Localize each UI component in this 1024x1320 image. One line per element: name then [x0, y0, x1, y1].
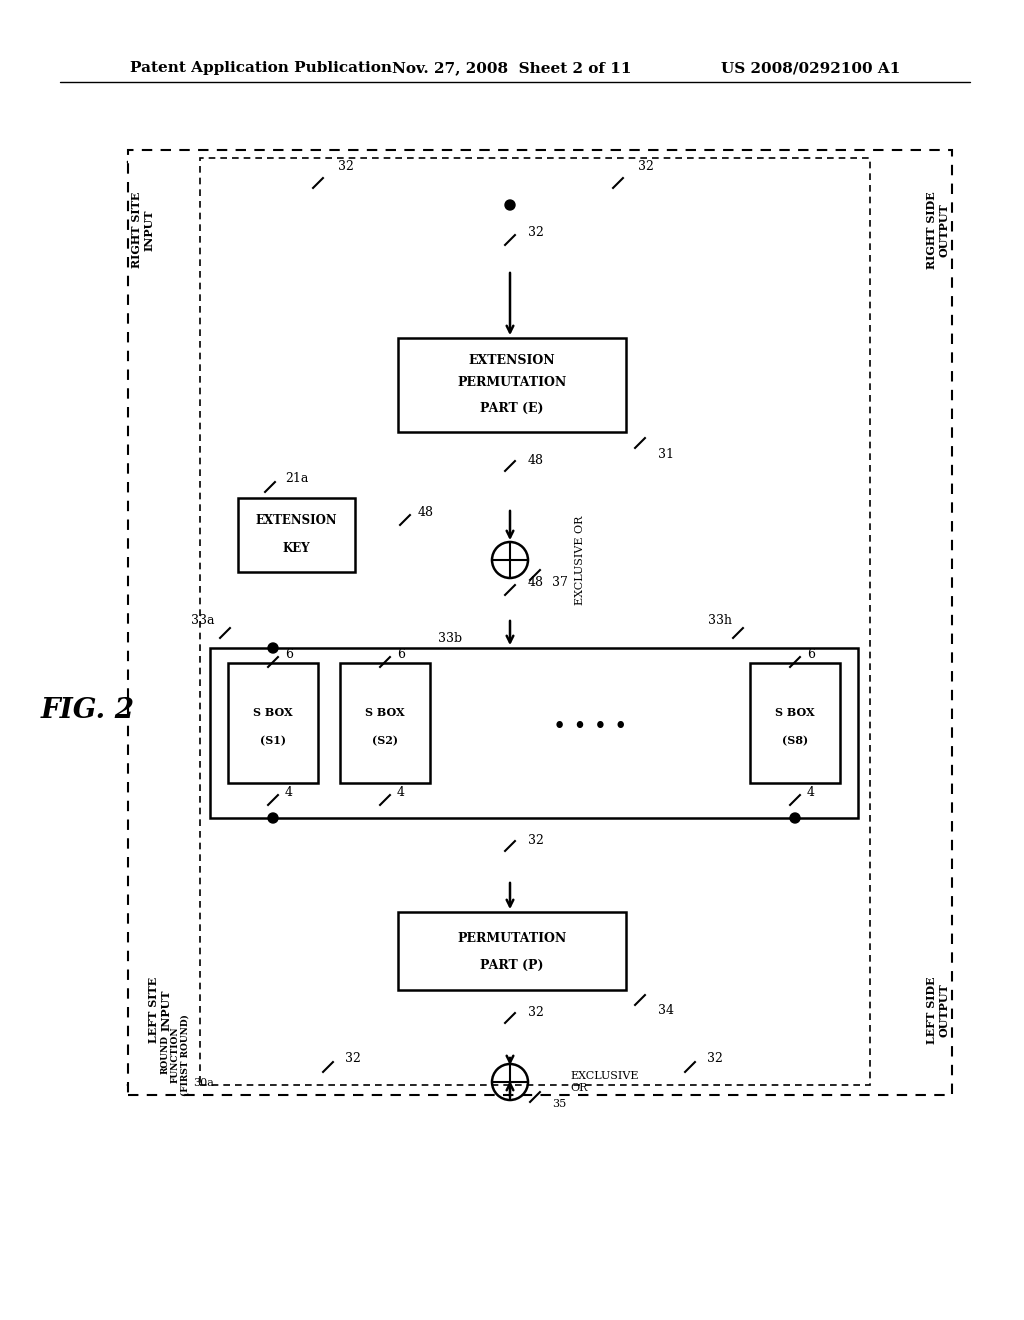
Text: LEFT SIDE
OUTPUT: LEFT SIDE OUTPUT: [926, 977, 950, 1044]
Text: 37: 37: [552, 576, 568, 589]
Text: Nov. 27, 2008  Sheet 2 of 11: Nov. 27, 2008 Sheet 2 of 11: [392, 61, 632, 75]
Text: PART (P): PART (P): [480, 958, 544, 972]
Text: 31: 31: [658, 449, 674, 462]
Text: FIG. 2: FIG. 2: [41, 697, 135, 723]
Text: 21a: 21a: [285, 471, 308, 484]
Text: EXTENSION: EXTENSION: [255, 513, 337, 527]
Text: PART (E): PART (E): [480, 401, 544, 414]
Text: 35: 35: [552, 1100, 566, 1109]
Text: 32: 32: [528, 227, 544, 239]
Text: 32: 32: [338, 161, 354, 173]
Text: 6: 6: [807, 648, 815, 661]
Text: 48: 48: [528, 454, 544, 466]
Text: 48: 48: [528, 577, 544, 590]
Text: 32: 32: [638, 161, 654, 173]
Text: EXTENSION: EXTENSION: [469, 354, 555, 367]
Bar: [210, 648, 858, 818]
Text: PERMUTATION: PERMUTATION: [458, 376, 566, 389]
Text: 48: 48: [418, 506, 434, 519]
Circle shape: [268, 813, 278, 822]
Text: ROUND
FUNCTION
(FIRST ROUND): ROUND FUNCTION (FIRST ROUND): [160, 1014, 189, 1096]
Text: S BOX: S BOX: [366, 708, 404, 718]
Text: 33h: 33h: [708, 614, 732, 627]
Text: 6: 6: [397, 648, 406, 661]
Text: 32: 32: [707, 1052, 723, 1065]
Text: PERMUTATION: PERMUTATION: [458, 932, 566, 945]
Text: 32: 32: [345, 1052, 360, 1065]
Text: 4: 4: [285, 787, 293, 800]
Text: 4: 4: [397, 787, 406, 800]
Bar: [398, 338, 626, 432]
Text: Patent Application Publication: Patent Application Publication: [130, 61, 392, 75]
Bar: [128, 150, 952, 1096]
Text: EXCLUSIVE
OR: EXCLUSIVE OR: [570, 1072, 639, 1093]
Circle shape: [505, 201, 515, 210]
Text: 6: 6: [285, 648, 293, 661]
Text: US 2008/0292100 A1: US 2008/0292100 A1: [721, 61, 900, 75]
Bar: [750, 663, 840, 783]
Text: LEFT SITE
INPUT: LEFT SITE INPUT: [148, 977, 172, 1043]
Circle shape: [268, 643, 278, 653]
Text: 30a: 30a: [193, 1078, 214, 1088]
Text: RIGHT SIDE
OUTPUT: RIGHT SIDE OUTPUT: [926, 191, 950, 269]
Text: (S2): (S2): [372, 735, 398, 747]
Text: 33a: 33a: [191, 614, 215, 627]
Text: (S8): (S8): [782, 735, 808, 747]
Bar: [228, 663, 318, 783]
Text: KEY: KEY: [283, 541, 310, 554]
Text: 32: 32: [528, 833, 544, 846]
Bar: [398, 912, 626, 990]
Text: S BOX: S BOX: [775, 708, 815, 718]
Bar: [340, 663, 430, 783]
Text: • • • •: • • • •: [553, 715, 627, 738]
Bar: [238, 498, 355, 572]
Text: (S1): (S1): [260, 735, 286, 747]
Text: 4: 4: [807, 787, 815, 800]
Text: 32: 32: [528, 1006, 544, 1019]
Bar: [200, 158, 870, 1085]
Text: 33b: 33b: [438, 631, 462, 644]
Text: 34: 34: [658, 1003, 674, 1016]
Circle shape: [790, 813, 800, 822]
Text: S BOX: S BOX: [253, 708, 293, 718]
Text: RIGHT SITE
INPUT: RIGHT SITE INPUT: [131, 191, 155, 268]
Text: EXCLUSIVE OR: EXCLUSIVE OR: [575, 515, 585, 605]
